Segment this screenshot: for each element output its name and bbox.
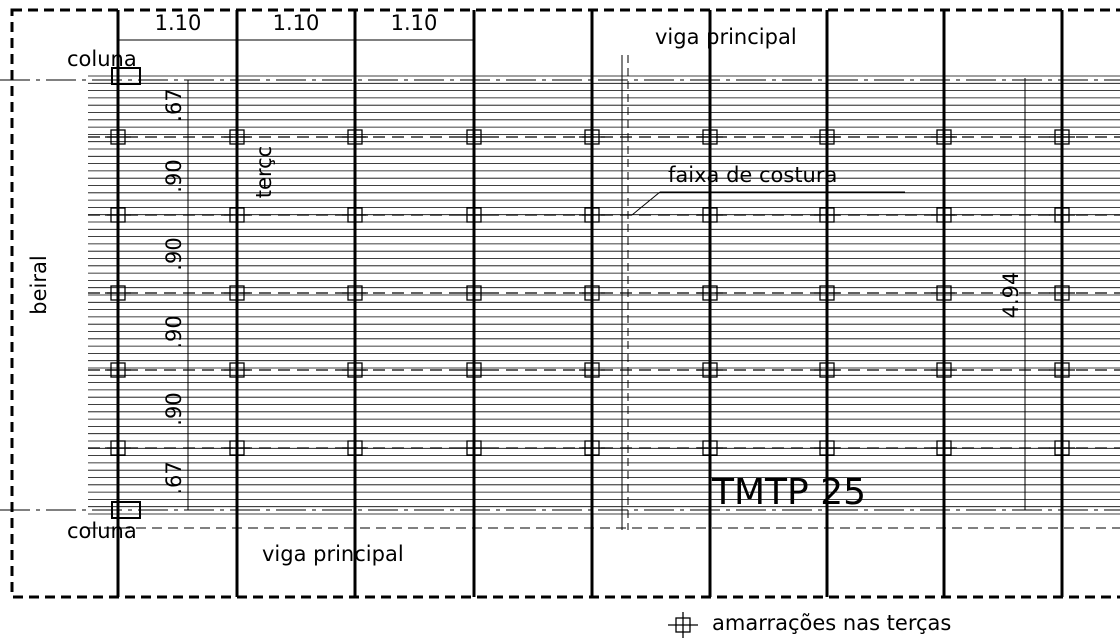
dimension-left: .90 bbox=[162, 315, 186, 348]
column-label: coluna bbox=[67, 519, 137, 543]
dimension-left: .90 bbox=[162, 159, 186, 192]
beam-label: viga principal bbox=[262, 542, 404, 566]
dimension-top: 1.10 bbox=[391, 11, 438, 35]
dimension-left: .90 bbox=[162, 392, 186, 425]
dimension-left: .90 bbox=[162, 237, 186, 270]
dimension-top: 1.10 bbox=[273, 11, 320, 35]
dimension-left: .67 bbox=[162, 88, 186, 121]
sheet-label: TMTP 25 bbox=[711, 472, 866, 513]
eave-label: beiral bbox=[27, 255, 51, 314]
dimension-top: 1.10 bbox=[155, 11, 202, 35]
column-label: coluna bbox=[67, 47, 137, 71]
leader bbox=[632, 192, 660, 215]
roof-plan: 1.10 1.10 1.10 coluna coluna viga princi… bbox=[0, 0, 1120, 641]
dimension-left: .67 bbox=[162, 461, 186, 494]
legend-label: amarrações nas terças bbox=[712, 611, 951, 635]
dimension-height: 4.94 bbox=[999, 272, 1023, 319]
purlin-label: terçc bbox=[252, 146, 276, 198]
beam-label: viga principal bbox=[655, 25, 797, 49]
seam-label: faixa de costura bbox=[668, 163, 837, 187]
